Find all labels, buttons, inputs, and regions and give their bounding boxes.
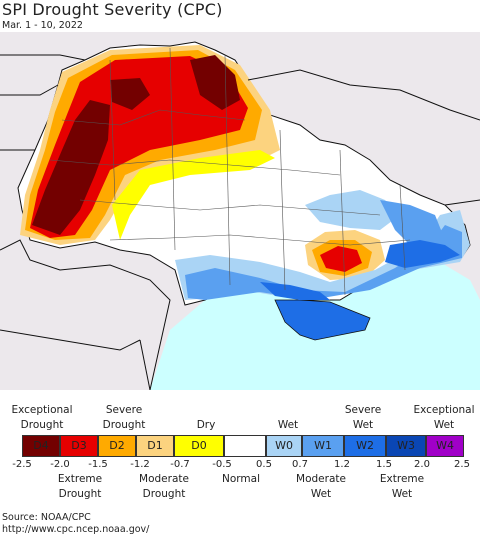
legend-box-d2: D2 xyxy=(98,435,136,457)
zone-d4-west xyxy=(32,100,110,235)
zone-w1-south xyxy=(185,225,462,300)
legend-tick: -0.5 xyxy=(212,459,232,470)
legend-box-d3: D3 xyxy=(60,435,98,457)
source-line: Source: NOAA/CPC xyxy=(2,512,91,523)
zone-w2-coast xyxy=(260,282,330,300)
legend-tick: -2.0 xyxy=(50,459,70,470)
legend-box-normal xyxy=(224,435,266,457)
legend-box-d1: D1 xyxy=(136,435,174,457)
legend-label-severe-drought: Severe Drought xyxy=(102,404,146,431)
legend-tick: 0.5 xyxy=(256,459,272,470)
legend-label-normal: Normal xyxy=(222,473,260,485)
date-range: Mar. 1 - 10, 2022 xyxy=(2,20,83,31)
zone-w0-east xyxy=(305,190,400,230)
legend-label-moderate-wet: Moderate Wet xyxy=(296,473,346,500)
zone-d4-center xyxy=(110,78,150,110)
legend-box-w1: W1 xyxy=(302,435,344,457)
legend-tick: 0.7 xyxy=(292,459,308,470)
legend-box-d4: D4 xyxy=(22,435,60,457)
legend-tick: -1.2 xyxy=(130,459,150,470)
oblast-borders xyxy=(49,47,411,296)
legend-box-w3: W3 xyxy=(386,435,426,457)
legend-tick: -2.5 xyxy=(12,459,32,470)
legend-box-w0: W0 xyxy=(266,435,302,457)
country-borders xyxy=(0,54,480,390)
map-title: SPI Drought Severity (CPC) xyxy=(2,0,223,19)
legend-label-moderate-drought: Moderate Drought xyxy=(139,473,189,500)
drought-map xyxy=(0,32,480,390)
legend-label-extreme-drought: Extreme Drought xyxy=(57,473,103,500)
legend-tick: 1.5 xyxy=(376,459,392,470)
legend-label-severe-wet: Severe Wet xyxy=(344,404,382,431)
legend-label-exceptional-drought: Exceptional Drought xyxy=(11,404,73,431)
zone-east-d3 xyxy=(320,246,362,272)
crimea xyxy=(274,299,371,341)
legend-tick: 1.2 xyxy=(334,459,350,470)
legend-label-extreme-wet: Extreme Wet xyxy=(379,473,425,500)
legend-label-exceptional-wet: Exceptional Wet xyxy=(413,404,475,431)
legend-label-dry: Dry xyxy=(196,419,216,431)
legend-tick: -1.5 xyxy=(88,459,108,470)
zone-d0 xyxy=(112,150,275,240)
zone-w1-east xyxy=(380,200,445,250)
legend-tick: 2.5 xyxy=(454,459,470,470)
legend-tick: -0.7 xyxy=(170,459,190,470)
legend-tick: 2.0 xyxy=(414,459,430,470)
legend-box-w2: W2 xyxy=(344,435,386,457)
legend-box-d0: D0 xyxy=(174,435,224,457)
legend-label-wet: Wet xyxy=(277,419,299,431)
source-credit: Source: NOAA/CPC http://www.cpc.ncep.noa… xyxy=(2,512,149,536)
legend-box-w4: W4 xyxy=(426,435,464,457)
source-url: http://www.cpc.ncep.noaa.gov/ xyxy=(2,524,150,535)
zone-d4-north xyxy=(190,55,240,110)
